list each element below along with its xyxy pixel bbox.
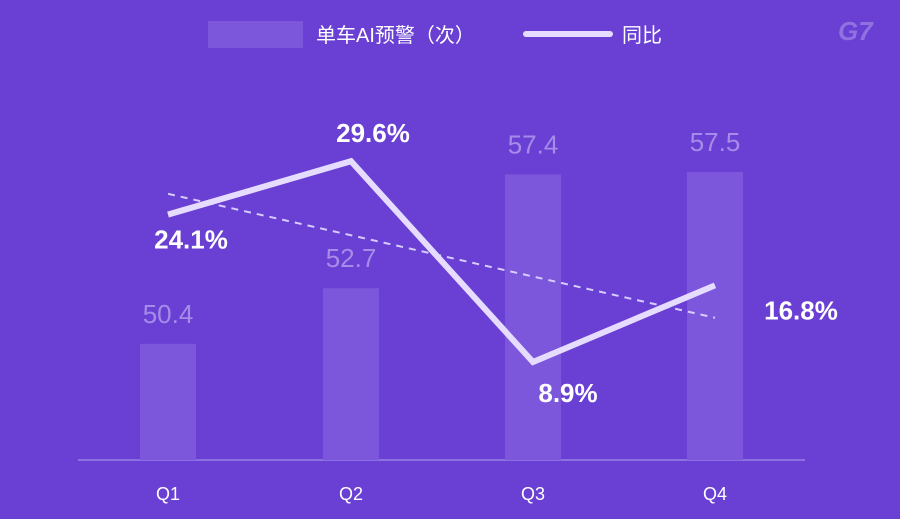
x-tick-q2: Q2	[339, 484, 363, 504]
line-label-q1: 24.1%	[154, 225, 228, 255]
bar-q4	[687, 172, 743, 460]
bar-label-q2: 52.7	[326, 243, 377, 273]
x-tick-q1: Q1	[156, 484, 180, 504]
x-tick-q3: Q3	[521, 484, 545, 504]
trendline	[167, 192, 716, 319]
bar-labels: 50.4 52.7 57.4 57.5	[143, 127, 741, 329]
line-labels: 24.1% 29.6% 8.9% 16.8%	[154, 118, 838, 408]
legend: 单车AI预警（次） 同比	[208, 21, 662, 48]
bar-label-q3: 57.4	[508, 129, 559, 159]
line-label-q4: 16.8%	[764, 295, 838, 325]
bar-label-q4: 57.5	[690, 127, 741, 157]
logo: G7	[838, 16, 874, 46]
legend-swatch-bar	[208, 21, 303, 48]
bar-q3	[505, 174, 561, 460]
legend-swatch-line	[523, 31, 613, 37]
bar-q1	[140, 343, 196, 460]
line-label-q2: 29.6%	[336, 118, 410, 148]
legend-label-line: 同比	[622, 24, 662, 47]
x-axis-ticks: Q1 Q2 Q3 Q4	[156, 484, 727, 504]
bar-q2	[323, 288, 379, 460]
x-tick-q4: Q4	[703, 484, 727, 504]
legend-label-bar: 单车AI预警（次）	[316, 24, 475, 47]
yoy-line	[167, 157, 717, 366]
bar-label-q1: 50.4	[143, 299, 194, 329]
bars	[140, 172, 743, 460]
line-label-q3: 8.9%	[538, 378, 597, 408]
